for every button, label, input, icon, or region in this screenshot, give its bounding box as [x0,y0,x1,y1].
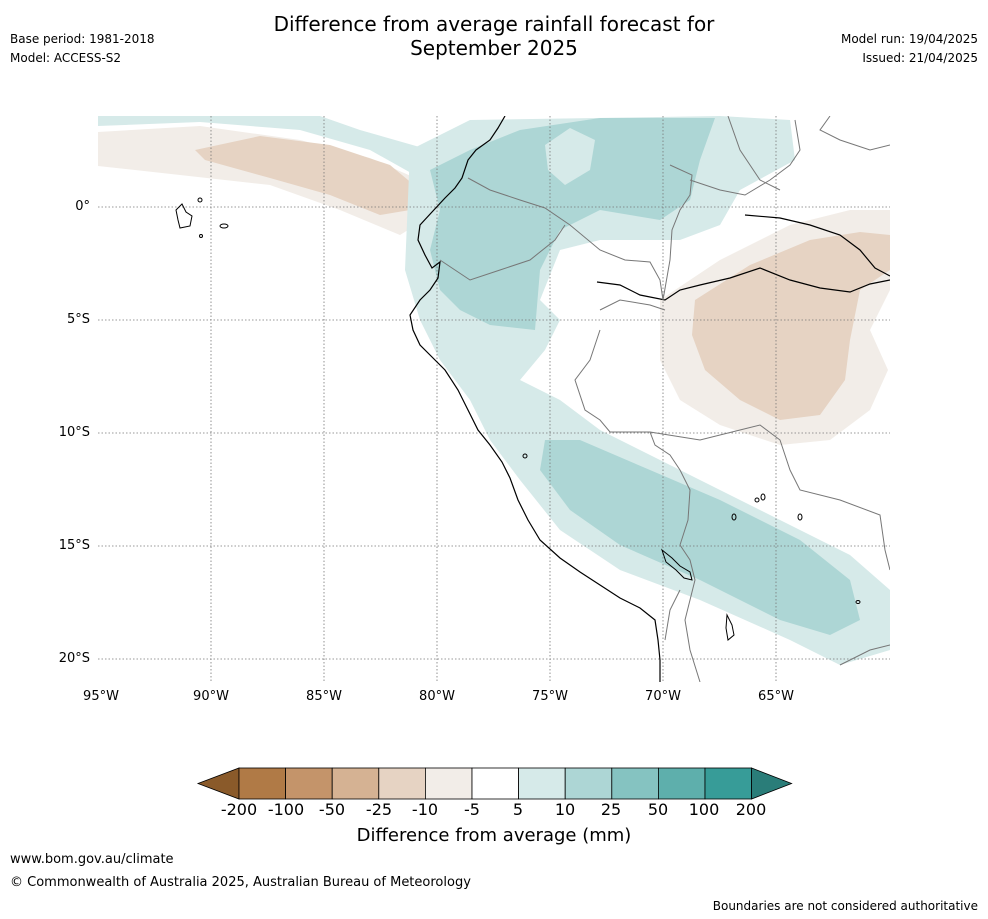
colorbar-swatch [285,767,333,800]
anomaly-pos-10-band-south [540,440,860,635]
colorbar-swatch [471,767,519,800]
colorbar-label: -10 [411,800,439,819]
lon-label-95w: 95°W [83,689,119,704]
north-brazil-coast [744,214,890,277]
colorbar-label: 50 [647,800,669,819]
anomaly-pos-5-core-north [545,128,595,185]
lon-label-90w: 90°W [193,689,229,704]
colorbar-label: 25 [600,800,622,819]
anomaly-neg-10-band-west [195,136,420,215]
website-link[interactable]: www.bom.gov.au/climate [10,852,174,867]
colorbar-label: 200 [735,800,767,819]
colorbar-swatch [564,767,613,800]
colorbar-label: 5 [512,800,524,819]
colorbar [196,767,793,800]
colorbar-title: Difference from average (mm) [356,825,632,846]
issued-date: Issued: 21/04/2025 [862,51,978,65]
lat-label-5s: 5°S [66,312,90,327]
lat-label-10s: 10°S [58,425,90,440]
title-line-2: September 2025 [410,36,578,60]
colorbar-swatch [658,767,706,800]
lake-titicaca [660,548,693,581]
colorbar-arrow-right [751,767,793,800]
colorbar-label: -5 [464,800,480,819]
lat-label-20s: 20°S [58,651,90,666]
anomaly-neg-5-band-west [98,126,440,235]
anomaly-pos-5-band-north [98,116,470,210]
lon-label-65w: 65°W [758,689,794,704]
south-america-coastline [409,116,661,682]
amazon-river [596,267,890,301]
colorbar-swatch [331,767,380,800]
title-line-1: Difference from average rainfall forecas… [273,12,715,36]
model-name: Model: ACCESS-S2 [10,51,122,65]
colorbar-labels: -200 -100 -50 -25 -10 -5 5 10 25 50 100 … [0,800,988,822]
lon-label-85w: 85°W [306,689,342,704]
colorbar-swatch [704,767,752,800]
colorbar-swatch [611,767,659,800]
colorbar-swatch [424,767,473,800]
country-borders [439,116,890,682]
colorbar-label: 100 [688,800,720,819]
copyright-text: © Commonwealth of Australia 2025, Austra… [10,875,471,890]
anomaly-pos-10-region-north [430,118,715,330]
colorbar-swatch [238,767,286,800]
colorbar-swatch [518,767,566,800]
lon-label-70w: 70°W [645,689,681,704]
colorbar-label: 10 [554,800,576,819]
colorbar-label: -100 [267,800,305,819]
base-period: Base period: 1981-2018 [10,32,155,46]
lat-label-0: 0° [75,199,90,214]
colorbar-arrow-left [196,767,240,800]
colorbar-label: -50 [318,800,346,819]
page-title: Difference from average rainfall forecas… [0,12,988,60]
anomaly-neg-10-region-east [692,232,890,420]
rainfall-map [98,116,890,682]
model-run: Model run: 19/04/2025 [840,32,978,46]
disclaimer-text: Boundaries are not considered authoritat… [712,899,978,913]
graticule [98,116,890,682]
lon-label-80w: 80°W [419,689,455,704]
colorbar-label: -200 [220,800,258,819]
lon-label-75w: 75°W [532,689,568,704]
colorbar-swatch [378,767,426,800]
galapagos-islands [175,197,229,238]
lat-label-15s: 15°S [58,538,90,553]
colorbar-label: -25 [365,800,393,819]
